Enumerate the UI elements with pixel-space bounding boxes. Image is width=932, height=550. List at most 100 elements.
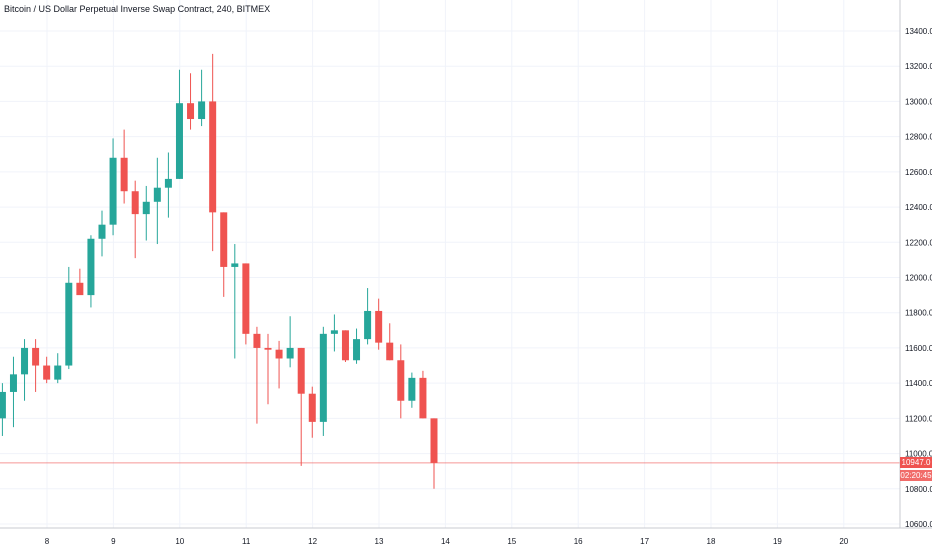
candle-body (242, 263, 250, 334)
candle-up (286, 316, 294, 368)
price-tick-label: 12000.0 (905, 274, 932, 283)
candle-body (142, 201, 150, 215)
last-price-label: 10947.0 (900, 457, 932, 468)
candle-body (375, 310, 383, 343)
candle-body (364, 310, 372, 340)
candle-body (264, 347, 272, 350)
candle-up (21, 339, 29, 401)
candle-body (330, 330, 338, 334)
candle-body (87, 238, 95, 296)
candle-body (297, 347, 305, 394)
candle-down (209, 53, 217, 252)
price-tick-label: 11600.0 (905, 344, 932, 353)
candle-down (76, 268, 84, 296)
candle-down (341, 330, 349, 363)
candle-body (153, 187, 161, 202)
time-tick-label: 20 (839, 537, 848, 546)
price-tick-label: 11000.0 (905, 450, 932, 459)
candles (0, 53, 438, 489)
time-tick-label: 8 (45, 537, 50, 546)
candle-up (98, 210, 106, 257)
time-axis-labels[interactable]: 8 9 10 11 12 13 14 15 16 17 18 19 20 (45, 537, 849, 546)
candle-body (9, 374, 17, 392)
candle-down (430, 418, 438, 489)
candle-down (386, 323, 394, 361)
candle-body (220, 212, 228, 267)
candle-body (54, 365, 62, 380)
candle-body (21, 347, 29, 375)
candle-up (164, 152, 172, 218)
candle-down (375, 298, 383, 350)
time-tick-label: 15 (507, 537, 516, 546)
candle-up (364, 288, 372, 345)
candle-body (308, 393, 316, 422)
candle-down (308, 386, 316, 438)
candle-up (142, 185, 150, 241)
candle-down (275, 340, 283, 389)
grid-lines (0, 0, 900, 528)
candle-body (397, 360, 405, 401)
price-tick-label: 13200.0 (905, 62, 932, 71)
candle-body (286, 347, 294, 359)
price-tick-label: 10600.0 (905, 520, 932, 529)
time-tick-label: 16 (574, 537, 583, 546)
candle-body (164, 178, 172, 188)
candle-body (209, 101, 217, 213)
candle-body (65, 282, 73, 366)
price-tick-label: 12800.0 (905, 133, 932, 142)
time-tick-label: 14 (441, 537, 450, 546)
candle-up (65, 266, 73, 370)
price-tick-label: 12400.0 (905, 203, 932, 212)
candle-down (397, 344, 405, 419)
candle-down (131, 180, 139, 259)
price-axis-labels: 10600.0 10800.0 11000.0 11200.0 11400.0 11600… (905, 27, 932, 529)
candle-body (408, 377, 416, 401)
price-axis-panel[interactable] (900, 0, 932, 528)
time-tick-label: 13 (375, 537, 384, 546)
candle-body (430, 418, 438, 463)
price-tick-label: 11200.0 (905, 414, 932, 423)
candle-body (386, 342, 394, 361)
candle-down (120, 129, 128, 204)
candle-down (297, 347, 305, 466)
candle-up (153, 157, 161, 245)
candle-body (275, 349, 283, 359)
candle-up (0, 383, 6, 436)
price-tick-label: 12200.0 (905, 238, 932, 247)
candle-down (253, 326, 261, 424)
candle-down (43, 356, 51, 384)
candle-up (198, 69, 206, 127)
candle-up (330, 314, 338, 352)
candle-up (54, 353, 62, 384)
price-tick-label: 11800.0 (905, 309, 932, 318)
candle-up (408, 372, 416, 408)
candle-body (198, 101, 206, 120)
candle-down (220, 212, 228, 297)
candle-up (109, 138, 117, 236)
candle-body (120, 157, 128, 192)
candle-body (43, 365, 51, 380)
time-tick-label: 12 (308, 537, 317, 546)
price-tick-label: 10800.0 (905, 485, 932, 494)
candle-up (9, 356, 17, 428)
time-tick-label: 11 (242, 537, 251, 546)
candle-body (319, 333, 327, 422)
candle-body (175, 103, 183, 179)
candle-down (242, 263, 250, 345)
candle-down (187, 73, 195, 130)
candle-body (32, 347, 40, 366)
time-tick-label: 9 (111, 537, 116, 546)
candle-body (98, 224, 106, 239)
candle-body (76, 282, 84, 296)
candle-up (319, 326, 327, 436)
time-tick-label: 19 (773, 537, 782, 546)
candle-body (231, 263, 239, 267)
price-tick-label: 13000.0 (905, 97, 932, 106)
candle-body (353, 339, 361, 361)
time-tick-label: 17 (640, 537, 649, 546)
candle-body (419, 377, 427, 419)
candle-body (131, 191, 139, 215)
candle-down (32, 339, 40, 392)
time-tick-label: 18 (707, 537, 716, 546)
